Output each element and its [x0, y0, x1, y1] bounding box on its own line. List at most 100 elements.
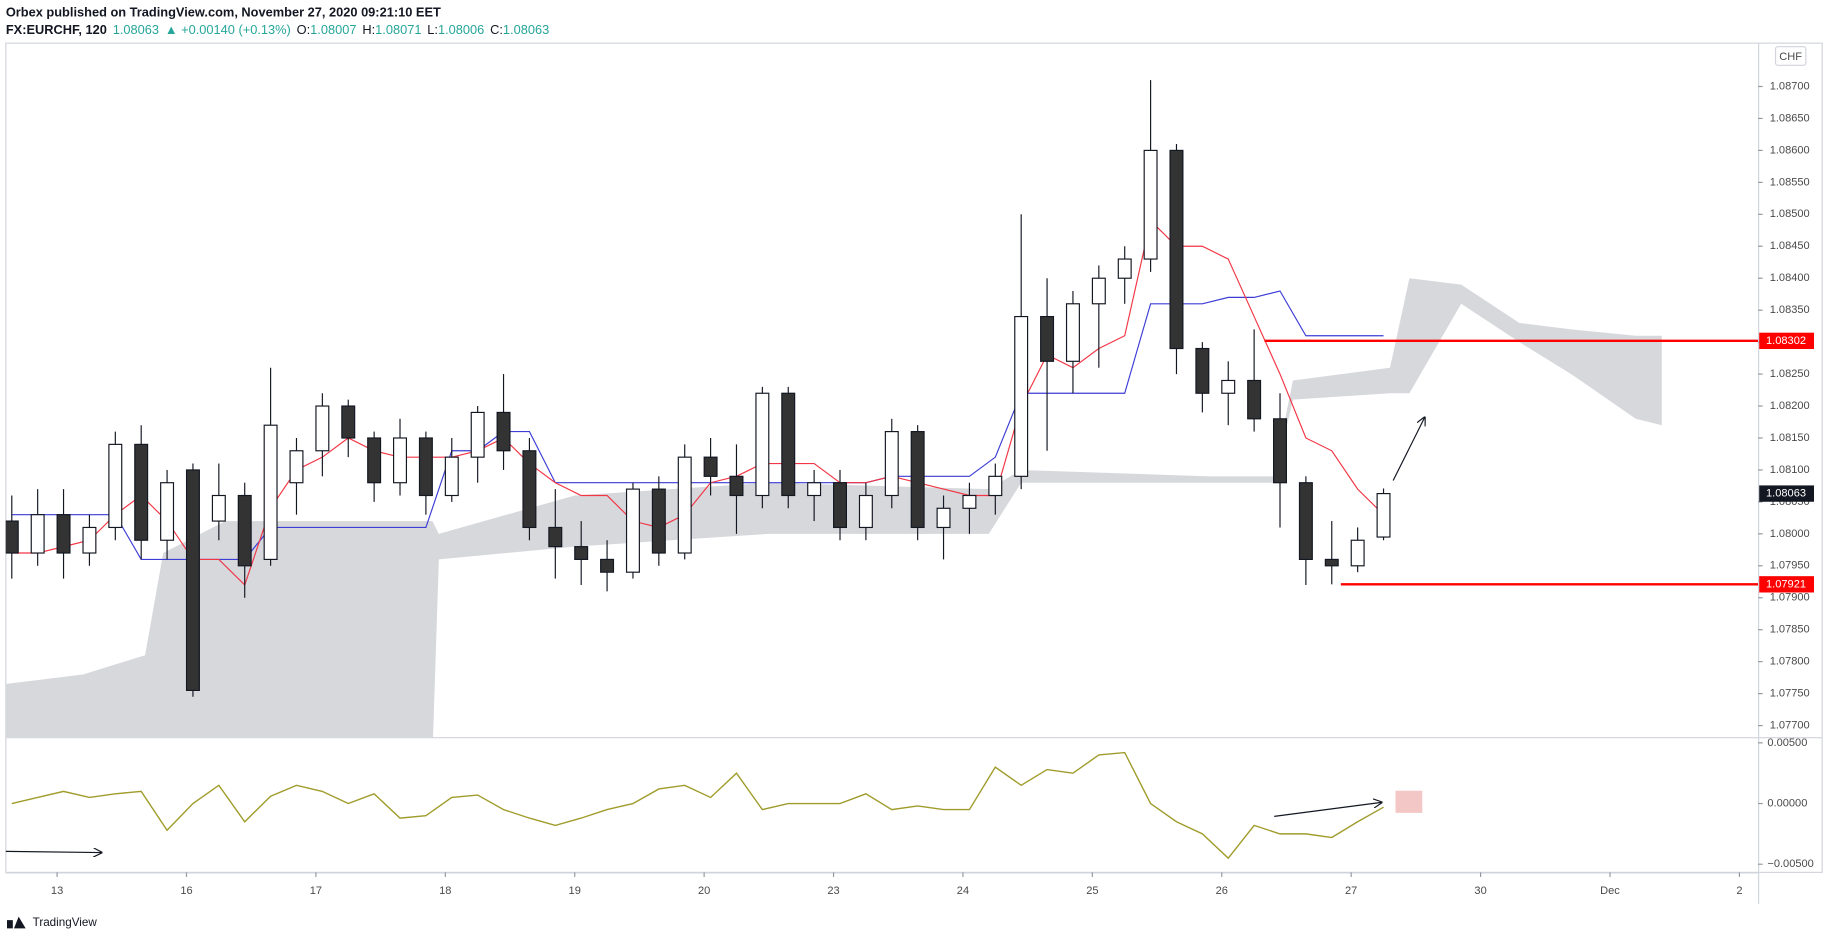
candle-body [5, 520, 19, 554]
candle-body [444, 456, 459, 497]
y-tick-label: 1.07750 [1770, 688, 1810, 700]
candle-body [833, 482, 848, 529]
h-value: 1.08071 [375, 22, 421, 37]
h-label: H: [362, 22, 375, 37]
candle-body [470, 411, 485, 458]
candle-body [1065, 303, 1080, 362]
candle-body [1273, 418, 1288, 484]
baseline-arrow [5, 851, 102, 852]
y-tick-label: 1.07700 [1770, 719, 1810, 731]
y-tick-label: 1.08550 [1770, 176, 1810, 188]
publisher-text: Orbex published on TradingView.com, Nove… [6, 4, 441, 19]
y-tick-label: 1.07900 [1770, 592, 1810, 604]
highlight-box [1395, 790, 1423, 813]
axes: 1.07700 1.07750 1.07800 1.07850 1.07900 1.079… [51, 80, 1815, 897]
candle-body [600, 558, 615, 573]
level-label: 1.07921 [1766, 578, 1806, 590]
o-label: O: [297, 22, 311, 37]
candle-body [1221, 379, 1236, 394]
candle-body [289, 450, 304, 484]
candle-body [625, 488, 640, 573]
y-tick-label: 1.08200 [1770, 400, 1810, 412]
candle-body [1298, 482, 1313, 560]
level-label-box [1759, 332, 1815, 350]
oscillator-pane [11, 751, 1384, 860]
candle-body [781, 392, 796, 497]
last-price-box [1759, 485, 1815, 502]
candle-body [755, 392, 770, 497]
candle-body [1014, 315, 1029, 477]
candle-body [1247, 379, 1262, 420]
x-tick-label: 18 [439, 885, 451, 897]
y-tick-label: 1.08250 [1770, 368, 1810, 380]
change: ▲ +0.00140 (+0.13%) [165, 22, 291, 37]
c-value: 1.08063 [503, 22, 549, 37]
candle-body [1324, 558, 1339, 567]
candle-body [1376, 493, 1391, 538]
candle-body [160, 482, 175, 541]
x-tick-label: 20 [698, 885, 710, 897]
y-tick-label: 1.08150 [1770, 432, 1810, 444]
candle-body [677, 456, 692, 554]
y-tick-label: 1.07950 [1770, 560, 1810, 572]
y-tick-label: 1.08350 [1770, 304, 1810, 316]
last-price-label: 1.08063 [1766, 488, 1806, 500]
candle-body [237, 494, 252, 567]
candle-body [418, 437, 433, 497]
y-tick-label: 1.08650 [1770, 112, 1810, 124]
candle-body [134, 443, 149, 541]
candle-body [367, 437, 382, 484]
x-tick-label: 30 [1474, 885, 1486, 897]
candle-body [729, 475, 744, 497]
candle-body [962, 494, 977, 509]
c-label: C: [490, 22, 503, 37]
y-tick-label: 1.08000 [1770, 528, 1810, 540]
logo-icon [6, 916, 26, 929]
currency-badge[interactable] [1774, 46, 1807, 66]
oscillator-line [11, 751, 1384, 860]
candle-body [703, 456, 718, 477]
candle-body [988, 475, 1003, 497]
candle-body [548, 526, 563, 548]
ohlc-header: FX:EURCHF, 120 1.08063 ▲ +0.00140 (+0.13%)… [6, 22, 549, 37]
x-tick-label: 23 [827, 885, 839, 897]
candle-body [1143, 149, 1158, 260]
candle-body [522, 450, 537, 529]
candle-body [30, 514, 45, 554]
x-tick-label: 16 [180, 885, 192, 897]
candle-body [1350, 539, 1365, 567]
y-tick-label: 1.07800 [1770, 656, 1810, 668]
candle-body [1195, 347, 1210, 394]
candle-body [910, 431, 925, 529]
x-tick-label: 27 [1345, 885, 1357, 897]
y-tick-label: 1.08500 [1770, 208, 1810, 220]
candle-body [1117, 258, 1132, 279]
y-tick-label: 1.08600 [1770, 144, 1810, 156]
candle-body [574, 546, 589, 560]
y-tick-label: 1.08100 [1770, 464, 1810, 476]
brand: TradingView [33, 916, 98, 929]
y-tick-label: 1.08400 [1770, 272, 1810, 284]
x-tick-label: 24 [957, 885, 969, 897]
candle-body [858, 494, 873, 529]
candle-body [185, 469, 200, 692]
x-tick-label: Dec [1600, 885, 1620, 897]
x-tick-label: 13 [51, 885, 63, 897]
candle-body [108, 443, 123, 529]
candle-body [936, 507, 951, 529]
last-price: 1.08063 [113, 22, 159, 37]
y-tick-label: 1.08450 [1770, 240, 1810, 252]
level-label-box [1759, 576, 1815, 593]
y-tick-label: 1.07850 [1770, 624, 1810, 636]
candle-body [211, 494, 226, 522]
candle-body [341, 405, 356, 439]
price-pane [5, 80, 1759, 738]
candle-body [1091, 277, 1106, 305]
candle-body [1169, 149, 1184, 350]
candle-body [82, 526, 97, 554]
candle-body [496, 411, 511, 452]
currency: CHF [1779, 51, 1802, 63]
x-tick-label: 26 [1216, 885, 1228, 897]
